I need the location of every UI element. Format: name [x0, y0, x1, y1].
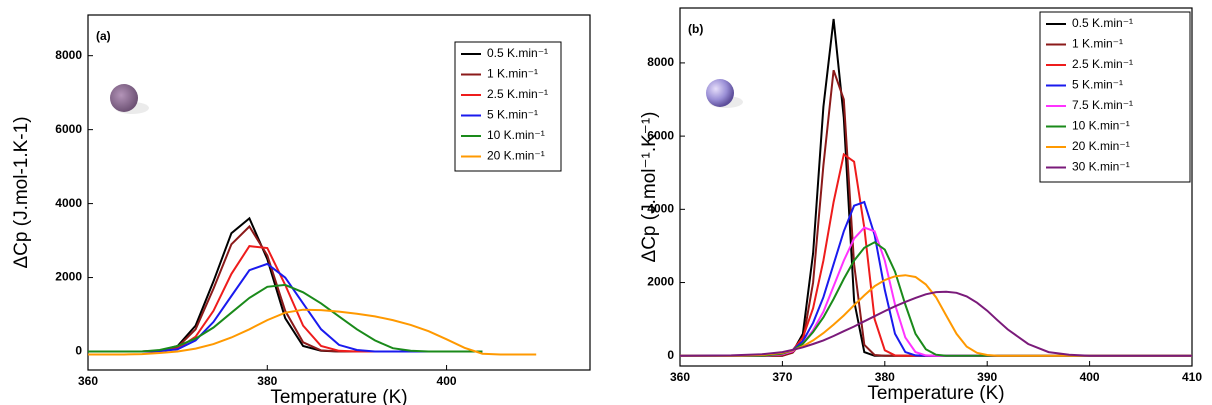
- data-line: [88, 283, 483, 353]
- x-axis-label: Temperature (K): [867, 383, 1004, 404]
- panel-label: (a): [96, 29, 111, 43]
- legend-label: 0.5 K.min⁻¹: [1072, 16, 1133, 30]
- legend-label: 10 K.min⁻¹: [1072, 119, 1130, 133]
- x-tick-label: 400: [437, 374, 457, 388]
- y-tick-label: 6000: [55, 122, 82, 136]
- data-line: [679, 290, 1192, 357]
- x-tick-label: 400: [1080, 370, 1100, 384]
- legend-label: 1 K.min⁻¹: [487, 67, 538, 81]
- data-line: [680, 274, 1192, 357]
- y-tick-label: 4000: [55, 196, 82, 210]
- legend-label: 30 K.min⁻¹: [1072, 160, 1130, 174]
- x-tick-label: 360: [670, 370, 690, 384]
- x-axis-label: Temperature (K): [270, 387, 407, 405]
- x-tick-label: 380: [875, 370, 895, 384]
- legend-label: 1 K.min⁻¹: [1072, 37, 1123, 51]
- y-tick-label: 0: [75, 344, 82, 358]
- plot-frame: [679, 7, 1193, 367]
- y-tick-label: 8000: [647, 55, 674, 69]
- y-tick-label: 2000: [55, 270, 82, 284]
- crystal-image: [110, 84, 138, 112]
- legend-label: 10 K.min⁻¹: [487, 128, 545, 142]
- x-tick-label: 360: [78, 374, 98, 388]
- y-tick-label: 2000: [647, 275, 674, 289]
- legend-label: 0.5 K.min⁻¹: [487, 46, 548, 60]
- legend-label: 2.5 K.min⁻¹: [487, 87, 548, 101]
- y-axis-label: ΔCp (J.mol⁻¹.K⁻¹): [639, 112, 660, 263]
- crystal-image: [706, 79, 734, 107]
- y-tick-label: 0: [667, 348, 674, 362]
- y-tick-label: 4000: [647, 202, 674, 216]
- legend-label: 5 K.min⁻¹: [487, 108, 538, 122]
- panel-label: (b): [688, 22, 703, 36]
- legend-box: [454, 41, 562, 172]
- legend-label: 20 K.min⁻¹: [1072, 139, 1130, 153]
- legend-label: 2.5 K.min⁻¹: [1072, 57, 1133, 71]
- data-line: [680, 200, 1192, 357]
- data-line: [88, 245, 483, 353]
- legend-box: [1039, 11, 1191, 183]
- x-tick-label: 390: [977, 370, 997, 384]
- x-tick-label: 370: [772, 370, 792, 384]
- legend-label: 20 K.min⁻¹: [487, 149, 545, 163]
- legend-label: 5 K.min⁻¹: [1072, 78, 1123, 92]
- legend-label: 7.5 K.min⁻¹: [1072, 98, 1133, 112]
- y-tick-label: 8000: [55, 48, 82, 62]
- y-axis-label: ΔCp (J.mol-1.K-1): [11, 116, 32, 268]
- data-line: [88, 224, 483, 353]
- x-tick-label: 380: [257, 374, 277, 388]
- data-line: [680, 152, 1192, 357]
- x-tick-label: 410: [1182, 370, 1202, 384]
- data-line: [88, 308, 537, 356]
- y-tick-label: 6000: [647, 128, 674, 142]
- plot-frame: [87, 14, 591, 371]
